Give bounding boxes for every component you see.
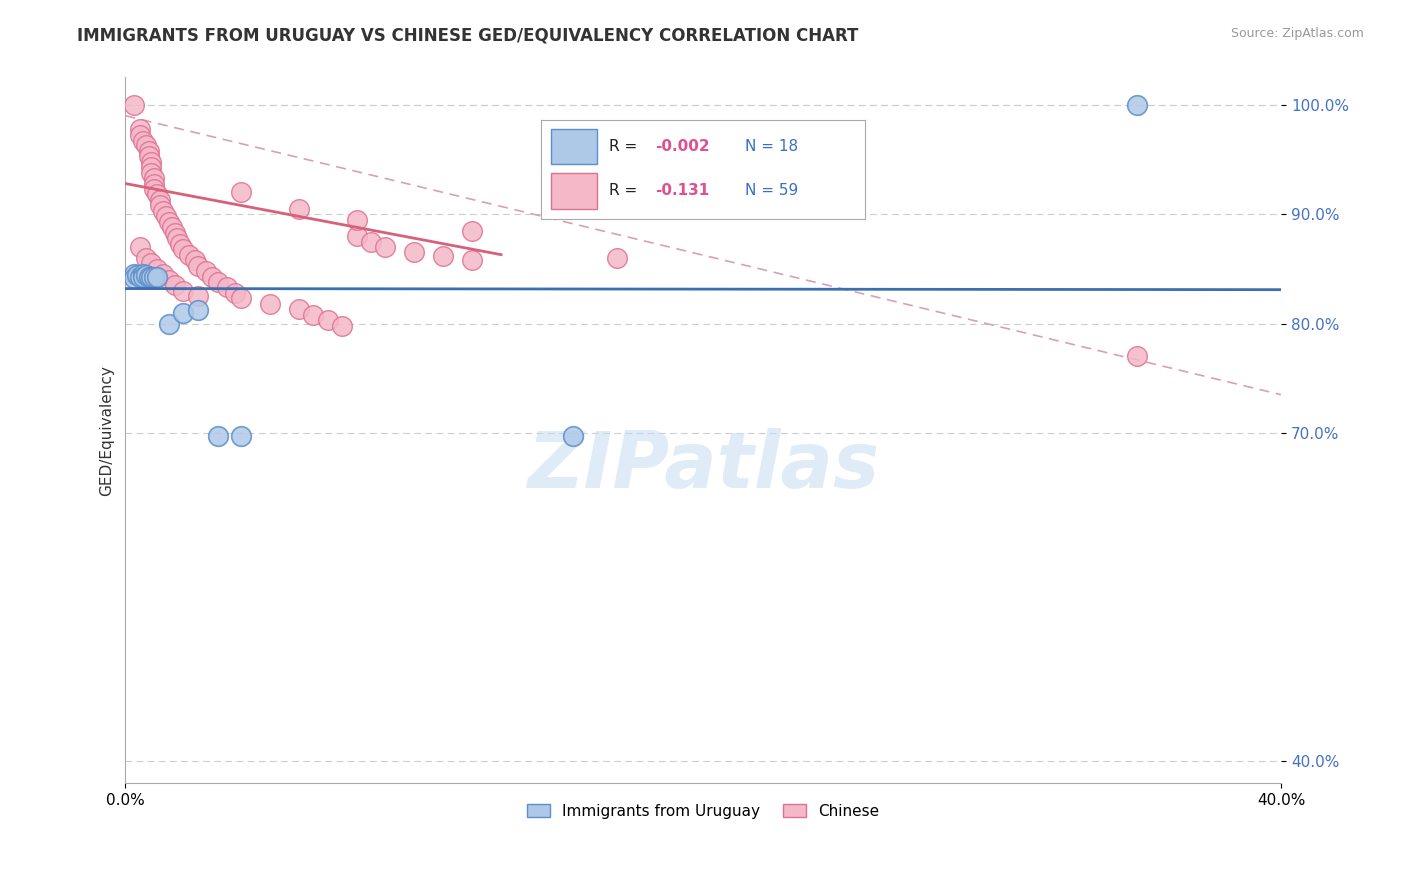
- Point: [152, 268, 174, 282]
- Point: [302, 308, 325, 322]
- Text: ZIPatlas: ZIPatlas: [527, 427, 879, 503]
- Point: [172, 284, 194, 298]
- Point: [316, 313, 339, 327]
- Point: [143, 171, 166, 186]
- Point: [461, 253, 484, 268]
- Point: [432, 249, 454, 263]
- Point: [157, 215, 180, 229]
- Point: [166, 231, 188, 245]
- Point: [143, 269, 166, 284]
- Point: [149, 193, 172, 207]
- Point: [125, 268, 148, 283]
- Point: [122, 268, 145, 282]
- Point: [129, 269, 152, 284]
- Point: [146, 187, 169, 202]
- Point: [259, 297, 281, 311]
- Point: [187, 289, 209, 303]
- Point: [461, 224, 484, 238]
- Point: [187, 303, 209, 318]
- Point: [207, 275, 229, 289]
- Point: [229, 292, 252, 306]
- Point: [288, 302, 311, 317]
- Point: [1125, 97, 1147, 112]
- Point: [122, 97, 145, 112]
- Point: [141, 256, 163, 270]
- Point: [135, 268, 157, 283]
- Point: [143, 182, 166, 196]
- Legend: Immigrants from Uruguay, Chinese: Immigrants from Uruguay, Chinese: [522, 797, 886, 825]
- Point: [562, 429, 585, 443]
- Point: [141, 154, 163, 169]
- Point: [215, 280, 238, 294]
- Point: [141, 166, 163, 180]
- Point: [143, 177, 166, 191]
- Point: [138, 144, 160, 158]
- Point: [187, 259, 209, 273]
- Point: [138, 149, 160, 163]
- Point: [135, 138, 157, 153]
- Point: [184, 253, 207, 268]
- Point: [201, 269, 224, 284]
- Point: [149, 198, 172, 212]
- Point: [163, 278, 186, 293]
- Y-axis label: GED/Equivalency: GED/Equivalency: [100, 365, 114, 496]
- Point: [132, 268, 155, 282]
- Point: [138, 269, 160, 284]
- Point: [163, 226, 186, 240]
- Point: [224, 285, 246, 300]
- Point: [374, 240, 396, 254]
- Point: [146, 269, 169, 284]
- Point: [195, 264, 218, 278]
- Point: [346, 229, 368, 244]
- Point: [177, 247, 200, 261]
- Point: [157, 317, 180, 331]
- Point: [122, 270, 145, 285]
- Point: [360, 235, 382, 249]
- Point: [129, 128, 152, 143]
- Point: [229, 429, 252, 443]
- Point: [160, 220, 183, 235]
- Point: [157, 273, 180, 287]
- Point: [132, 134, 155, 148]
- Point: [146, 261, 169, 276]
- Point: [132, 269, 155, 284]
- Point: [155, 210, 177, 224]
- Point: [288, 202, 311, 216]
- Point: [330, 318, 353, 333]
- Point: [404, 245, 426, 260]
- Point: [229, 186, 252, 200]
- Point: [135, 251, 157, 265]
- Point: [129, 240, 152, 254]
- Point: [169, 236, 191, 251]
- Point: [606, 251, 628, 265]
- Point: [346, 212, 368, 227]
- Point: [129, 121, 152, 136]
- Point: [1125, 350, 1147, 364]
- Point: [152, 203, 174, 218]
- Text: IMMIGRANTS FROM URUGUAY VS CHINESE GED/EQUIVALENCY CORRELATION CHART: IMMIGRANTS FROM URUGUAY VS CHINESE GED/E…: [77, 27, 859, 45]
- Point: [172, 242, 194, 256]
- Point: [141, 160, 163, 174]
- Point: [141, 269, 163, 284]
- Text: Source: ZipAtlas.com: Source: ZipAtlas.com: [1230, 27, 1364, 40]
- Point: [172, 305, 194, 319]
- Point: [207, 429, 229, 443]
